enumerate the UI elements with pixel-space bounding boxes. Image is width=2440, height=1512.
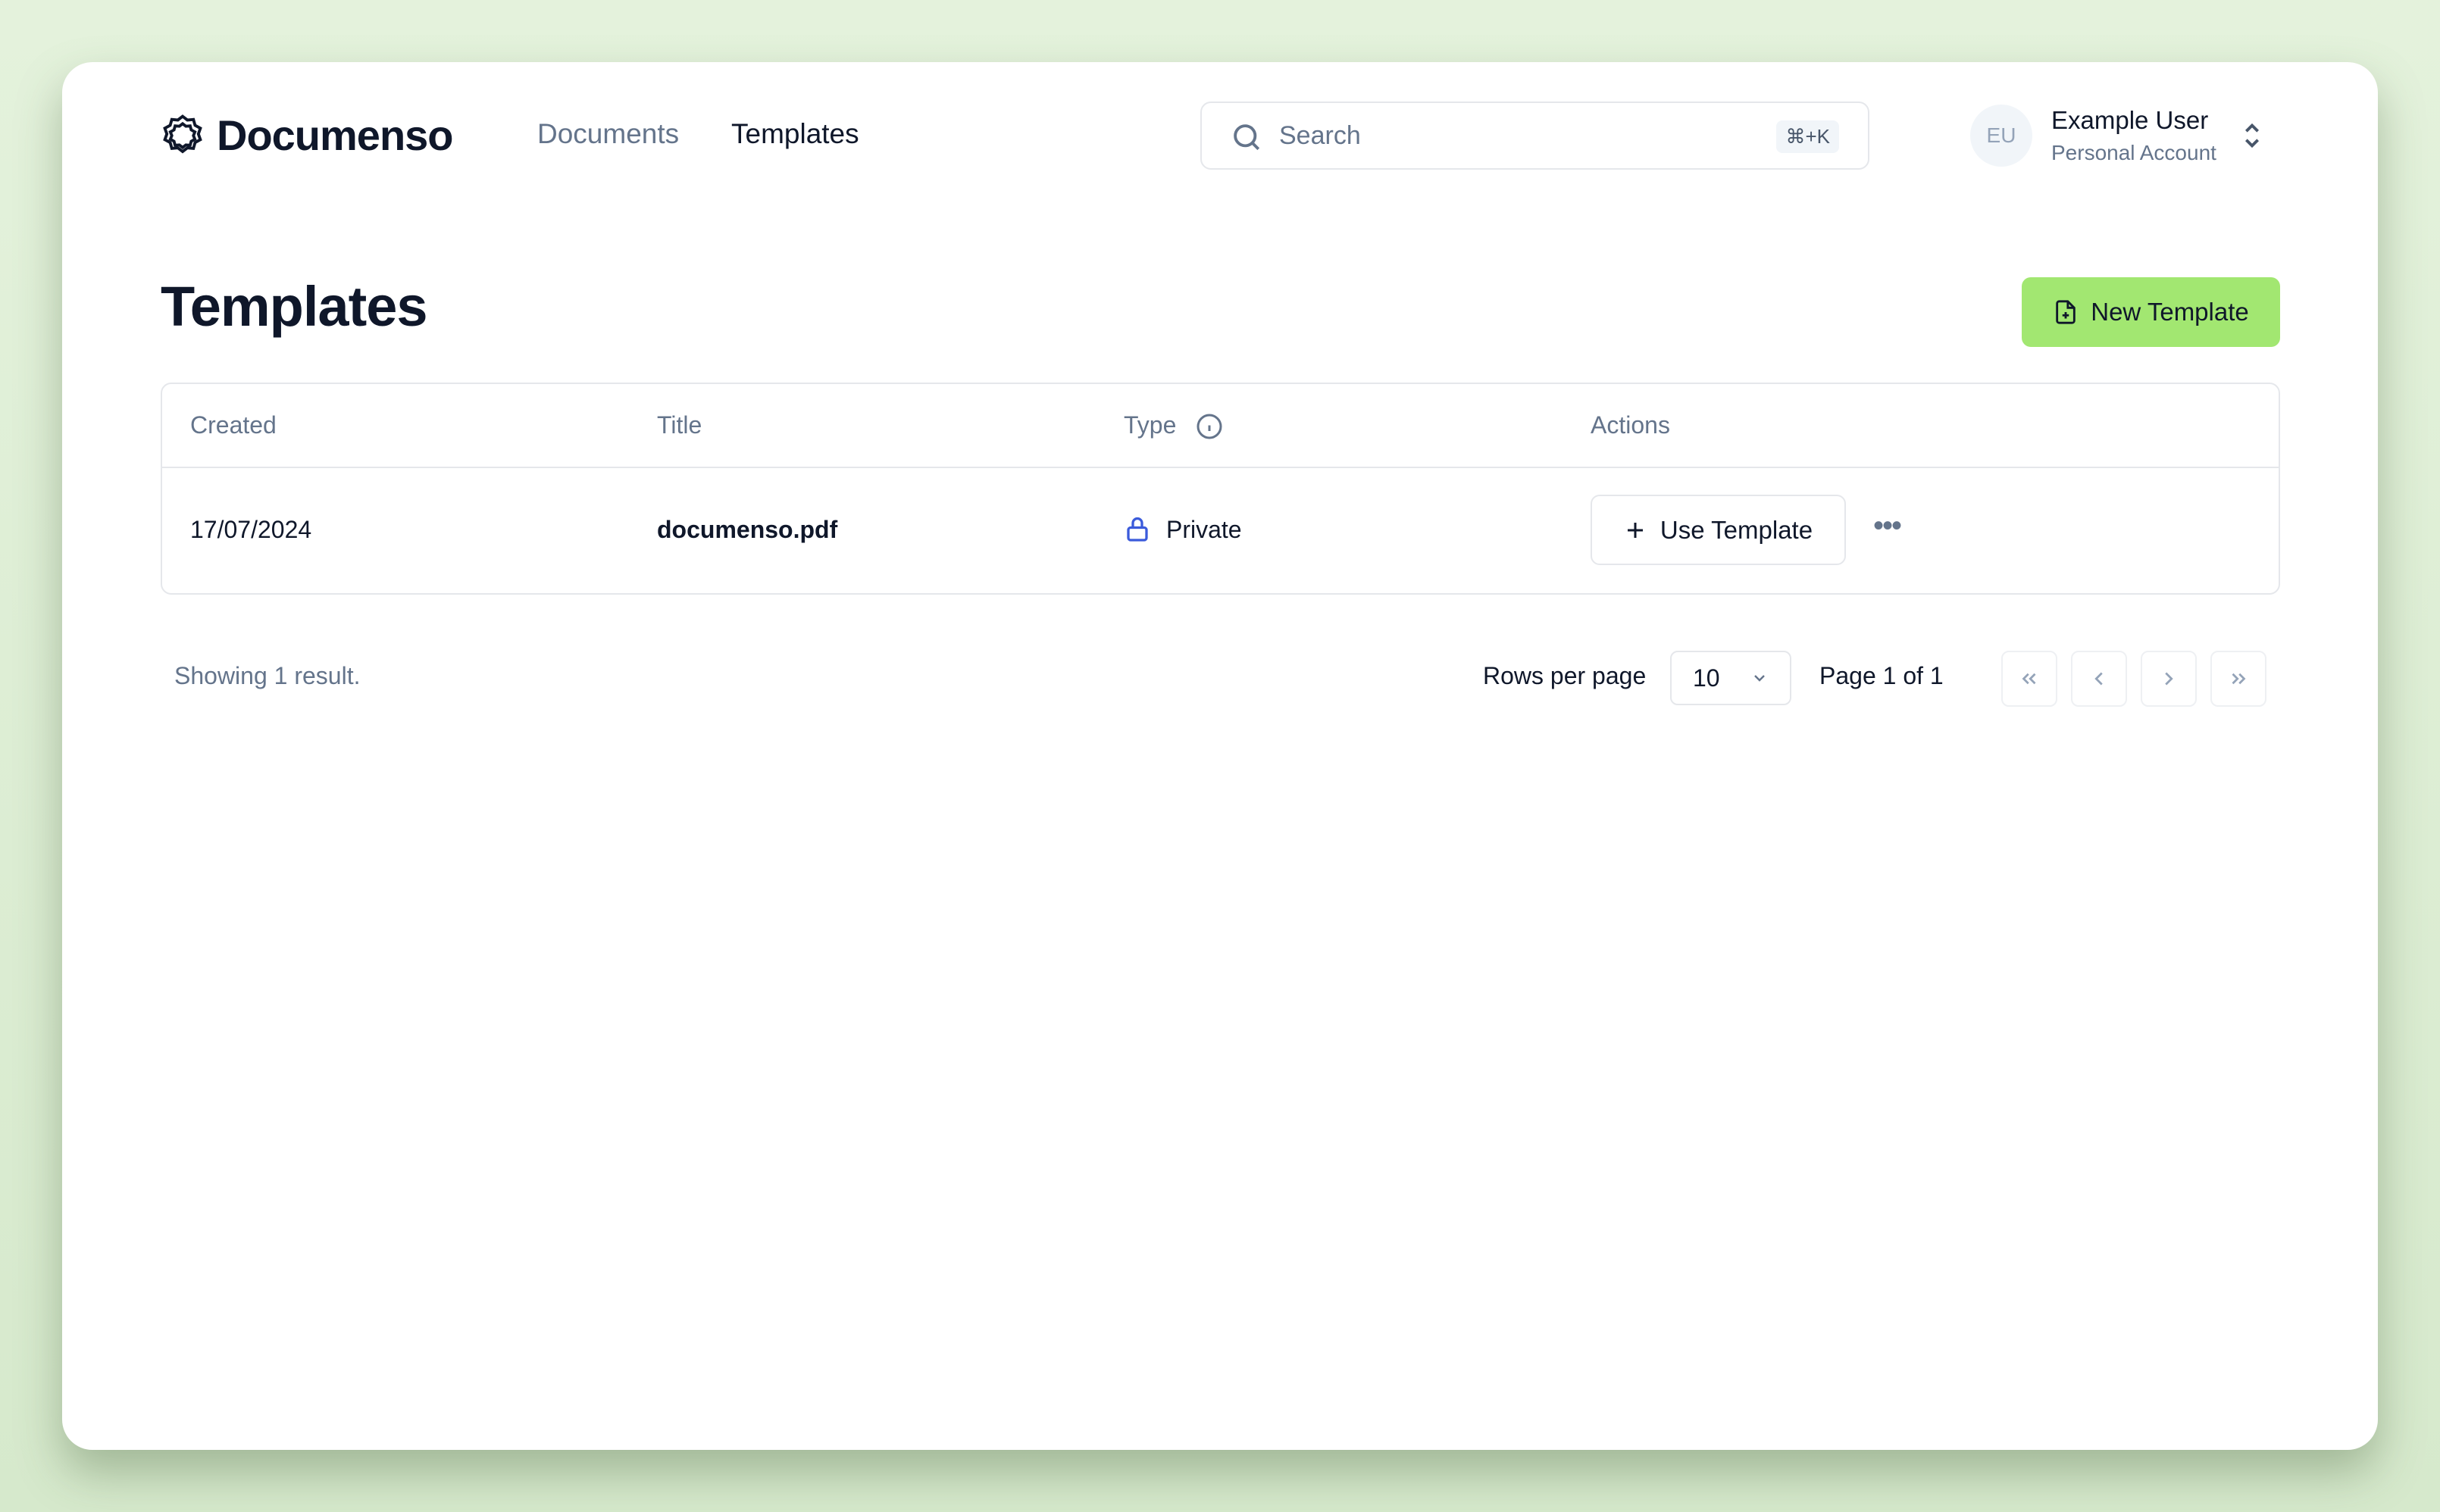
search-placeholder: Search [1279, 121, 1361, 150]
previous-page-button[interactable] [2071, 651, 2127, 707]
account-type: Personal Account [2051, 141, 2216, 164]
column-header-title[interactable]: Title [657, 411, 702, 439]
brand-name: Documenso [217, 111, 453, 159]
cell-type: Private [1166, 516, 1242, 543]
cell-title[interactable]: documenso.pdf [657, 516, 838, 543]
documenso-logo-icon [163, 114, 202, 154]
chevrons-right-icon [2232, 673, 2246, 685]
user-name[interactable]: Example User [2051, 106, 2209, 134]
search-icon [1234, 124, 1260, 151]
column-header-actions: Actions [1591, 411, 1670, 439]
column-header-type[interactable]: Type [1124, 411, 1177, 439]
next-page-button[interactable] [2141, 651, 2197, 707]
use-template-button[interactable]: Use Template [1591, 495, 1846, 565]
new-template-label: New Template [2091, 298, 2249, 326]
nav-templates[interactable]: Templates [731, 118, 859, 149]
page-info: Page 1 of 1 [1819, 662, 1944, 689]
chevrons-up-down-icon[interactable] [2240, 120, 2264, 152]
last-page-button[interactable] [2210, 651, 2266, 707]
plus-icon [1627, 522, 1643, 538]
chevron-right-icon [2165, 672, 2173, 686]
app-window [62, 62, 2378, 1450]
avatar[interactable]: EU [1970, 105, 2032, 167]
templates-table: Created Title Type Actions 17/07/2024 do… [161, 383, 2280, 595]
cell-created: 17/07/2024 [190, 516, 312, 543]
use-template-label: Use Template [1660, 515, 1813, 544]
rows-per-page-label: Rows per page [1483, 662, 1647, 689]
chevron-down-icon [1754, 675, 1765, 682]
chevron-left-icon [2094, 672, 2103, 686]
nav-documents[interactable]: Documents [537, 118, 680, 149]
page-title: Templates [161, 275, 428, 338]
file-plus-icon [2056, 300, 2076, 324]
new-template-button[interactable]: New Template [2022, 277, 2280, 347]
search-input[interactable]: Search ⌘+K [1200, 102, 1869, 170]
header-divider [162, 467, 2279, 468]
rows-per-page-select[interactable]: 10 [1670, 651, 1791, 705]
lock-icon [1127, 517, 1148, 542]
more-actions-icon[interactable]: ••• [1873, 509, 1902, 542]
result-count: Showing 1 result. [174, 662, 361, 689]
chevrons-left-icon [2022, 673, 2036, 685]
first-page-button[interactable] [2001, 651, 2057, 707]
column-header-created[interactable]: Created [190, 411, 277, 439]
rows-per-page-value: 10 [1693, 664, 1720, 692]
info-icon[interactable] [1196, 413, 1223, 440]
search-shortcut: ⌘+K [1776, 120, 1839, 153]
